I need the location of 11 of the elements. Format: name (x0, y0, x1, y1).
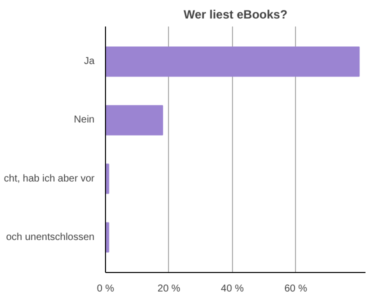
bar (106, 46, 360, 77)
y-tick-label: Ja (84, 56, 95, 68)
chart-title: Wer liest eBooks? (184, 8, 288, 22)
bar (106, 105, 164, 136)
x-tick-label: 20 % (158, 284, 180, 294)
x-tick-label: 60 % (284, 284, 308, 294)
x-tick-label: 0 % (96, 284, 114, 294)
x-tick-label: 40 % (220, 284, 244, 294)
y-tick-label: cht, hab ich aber vor (4, 173, 96, 184)
y-tick-label: Nein (74, 114, 95, 126)
y-tick-label: och unentschlossen (6, 232, 95, 243)
